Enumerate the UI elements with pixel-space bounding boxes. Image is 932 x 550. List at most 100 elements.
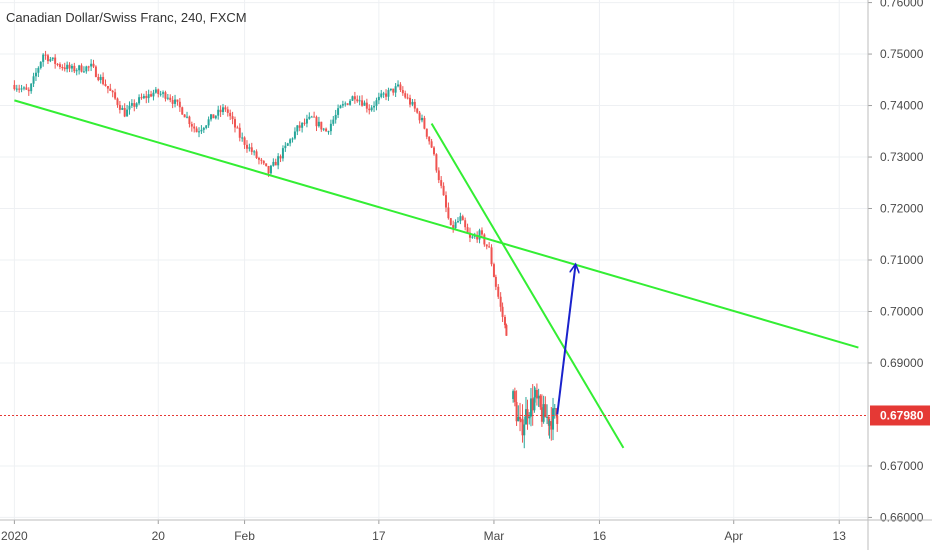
candle-body [296, 125, 299, 132]
candle-body [370, 107, 373, 111]
candle-body [521, 419, 524, 436]
candle-body [406, 97, 409, 99]
candle-body [116, 98, 119, 105]
candle-body [548, 421, 551, 426]
candle-body [497, 286, 500, 297]
candle-body [466, 227, 469, 233]
candle-body [229, 112, 232, 117]
candle-body [542, 404, 545, 422]
candle-body [274, 161, 277, 166]
candle-body [411, 101, 414, 105]
candle-body [428, 136, 431, 142]
candle-body [190, 124, 193, 127]
x-tick-label: 13 [833, 529, 847, 543]
candle-body [245, 144, 248, 149]
candle-body [317, 121, 320, 127]
candle-body [224, 107, 227, 110]
candle-body [447, 207, 450, 219]
candle-body [128, 105, 131, 110]
candle-body [262, 160, 265, 164]
candle-body [267, 166, 270, 174]
price-tag-label: 0.67980 [880, 408, 924, 422]
candle-body [238, 127, 241, 138]
candle-body [529, 398, 532, 417]
candle-body [73, 65, 76, 72]
candle-body [528, 416, 531, 419]
candle-body [478, 230, 481, 240]
candle-body [102, 76, 105, 85]
candle-body [68, 64, 71, 69]
candle-body [329, 123, 332, 132]
candle-body [159, 93, 162, 95]
candle-body [13, 84, 16, 90]
candle-body [226, 109, 229, 113]
candle-body [351, 96, 354, 101]
candle-body [363, 102, 366, 106]
candle-body [461, 216, 464, 221]
candle-body [169, 97, 172, 100]
y-tick-label: 0.73000 [880, 150, 924, 164]
candle-body [471, 236, 474, 238]
candle-body [157, 89, 160, 94]
candle-body [49, 59, 52, 62]
candle-body [123, 107, 126, 117]
candle-body [32, 76, 35, 84]
x-tick-label: 2020 [1, 529, 28, 543]
candle-body [291, 138, 294, 140]
candle-body [92, 63, 95, 67]
candle-body [334, 114, 337, 120]
candle-body [97, 76, 100, 81]
candle-body [387, 90, 390, 97]
candle-body [425, 128, 428, 137]
candle-body [337, 108, 340, 115]
candle-body [178, 101, 181, 108]
candle-body [483, 234, 486, 245]
candle-body [308, 116, 311, 119]
candle-body [505, 325, 508, 336]
candle-body [22, 87, 25, 89]
chart-title: Canadian Dollar/Swiss Franc, 240, FXCM [6, 10, 247, 25]
candle-body [523, 424, 526, 436]
x-tick-label: 20 [152, 529, 166, 543]
candle-body [534, 389, 537, 398]
candle-body [114, 92, 117, 99]
current-price-line: 0.67980 [0, 405, 930, 426]
candle-body [320, 121, 323, 130]
candle-body [63, 67, 66, 70]
candle-body [250, 147, 253, 152]
candle-body [435, 154, 438, 171]
candle-body [494, 276, 497, 287]
candle-body [377, 96, 380, 101]
candle-body [198, 131, 201, 133]
candle-body [205, 125, 208, 128]
price-tag [870, 405, 930, 426]
y-tick-label: 0.69000 [880, 356, 924, 370]
candle-body [499, 296, 502, 307]
candle-body [243, 137, 246, 145]
candle-body [544, 404, 547, 418]
candle-body [524, 409, 527, 425]
candle-body [490, 247, 493, 265]
candle-body [162, 92, 165, 94]
candle-body [104, 84, 107, 86]
candle-body [404, 93, 407, 98]
candle-body [552, 408, 555, 430]
x-tick-label: 16 [593, 529, 607, 543]
candle-body [118, 104, 121, 110]
candle-body [186, 116, 189, 118]
candle-body [409, 97, 412, 105]
candle-body [344, 103, 347, 105]
candle-body [392, 88, 395, 93]
candle-body [356, 99, 359, 102]
candle-body [539, 395, 542, 408]
candle-body [44, 54, 47, 56]
candle-body [513, 391, 516, 403]
candle-body [174, 99, 177, 104]
candle-body [531, 398, 534, 411]
candle-body [394, 86, 397, 93]
x-tick-label: Mar [484, 529, 505, 543]
candle-body [154, 89, 157, 93]
candle-body [99, 76, 102, 81]
candle-body [138, 97, 141, 104]
candle-body [401, 90, 404, 94]
